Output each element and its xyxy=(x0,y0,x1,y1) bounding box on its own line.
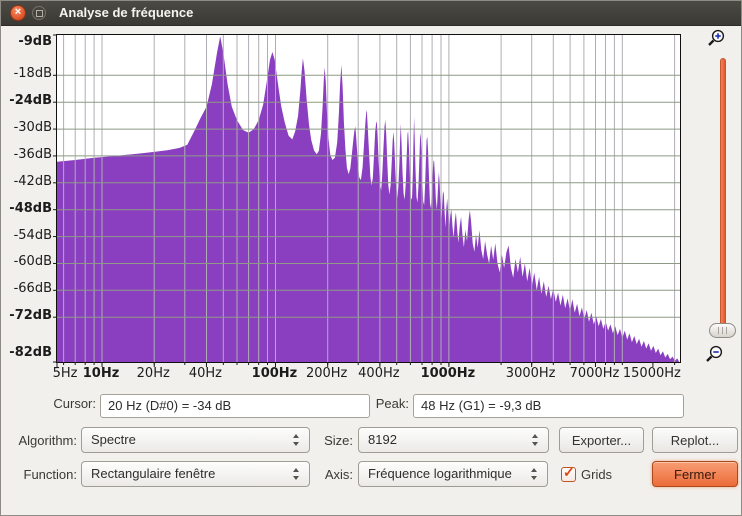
x-axis-label: 40Hz xyxy=(188,366,223,381)
spinner-arrows-icon xyxy=(292,434,301,446)
spectrum-svg xyxy=(53,34,680,367)
size-value: 8192 xyxy=(368,432,397,447)
algorithm-label: Algorithm: xyxy=(18,433,77,448)
algorithm-select[interactable]: Spectre xyxy=(81,427,310,453)
y-axis-label: -36dB xyxy=(13,146,52,162)
size-select[interactable]: 8192 xyxy=(358,427,549,453)
slider-grip-icon xyxy=(718,327,727,334)
y-axis-label: -60dB xyxy=(13,254,52,270)
spectrum-plot[interactable] xyxy=(53,34,681,367)
x-axis-label: 5Hz xyxy=(52,366,78,381)
y-axis-label: -72dB xyxy=(9,308,52,324)
spinner-arrows-icon xyxy=(292,468,301,480)
close-dialog-button[interactable]: Fermer xyxy=(652,461,738,487)
algorithm-value: Spectre xyxy=(91,432,136,447)
vertical-zoom-slider-track[interactable] xyxy=(720,58,726,326)
x-axis-label: 200Hz xyxy=(305,366,348,381)
spinner-arrows-icon xyxy=(530,468,539,480)
axis-value: Fréquence logarithmique xyxy=(368,466,512,481)
vertical-zoom-slider-thumb[interactable] xyxy=(709,323,736,338)
x-axis-label: 3000Hz xyxy=(505,366,556,381)
y-axis-label: -9dB xyxy=(18,34,52,49)
size-label: Size: xyxy=(324,433,353,448)
cursor-label: Cursor: xyxy=(53,396,96,411)
y-axis-label: -42dB xyxy=(13,173,52,189)
function-select[interactable]: Rectangulaire fenêtre xyxy=(81,461,310,487)
y-axis-label: -66dB xyxy=(13,281,52,297)
check-icon: ✓ xyxy=(563,464,575,480)
x-axis-label: 15000Hz xyxy=(622,366,681,381)
zoom-in-icon[interactable] xyxy=(706,28,728,50)
axis-label: Axis: xyxy=(324,467,353,482)
grids-label[interactable]: Grids xyxy=(581,467,613,482)
y-axis-label: -54dB xyxy=(13,227,52,243)
x-axis-label: 1000Hz xyxy=(420,366,476,381)
titlebar[interactable]: × Analyse de fréquence xyxy=(1,1,741,26)
peak-label: Peak: xyxy=(375,396,409,411)
maximize-button[interactable] xyxy=(32,6,46,20)
spinner-arrows-icon xyxy=(531,434,540,446)
function-value: Rectangulaire fenêtre xyxy=(91,466,216,481)
close-window-button[interactable]: × xyxy=(10,5,26,21)
x-axis-label: 20Hz xyxy=(136,366,170,381)
y-axis-label: -24dB xyxy=(9,93,52,109)
x-axis-label: 100Hz xyxy=(251,366,298,381)
x-axis-label: 10Hz xyxy=(82,366,120,381)
spectrum-area xyxy=(57,36,680,363)
peak-readout-field[interactable]: 48 Hz (G1) = -9,3 dB xyxy=(413,394,684,418)
y-axis-label: -18dB xyxy=(13,66,52,82)
y-axis-label: -30dB xyxy=(13,120,52,136)
cursor-readout-field[interactable]: 20 Hz (D#0) = -34 dB xyxy=(100,394,370,418)
y-axis-label: -82dB xyxy=(9,345,52,360)
y-axis-label: -48dB xyxy=(9,200,52,216)
x-axis-label: 7000Hz xyxy=(569,366,620,381)
export-button[interactable]: Exporter... xyxy=(559,427,644,453)
window-title: Analyse de fréquence xyxy=(59,5,194,20)
zoom-out-icon[interactable] xyxy=(704,344,726,366)
axis-select[interactable]: Fréquence logarithmique xyxy=(358,461,548,487)
replot-button[interactable]: Replot... xyxy=(652,427,738,453)
function-label: Function: xyxy=(23,467,77,482)
maximize-icon xyxy=(36,10,43,17)
grids-checkbox[interactable]: ✓ xyxy=(561,464,576,482)
x-axis-label: 400Hz xyxy=(358,366,400,381)
close-icon: × xyxy=(14,6,22,18)
